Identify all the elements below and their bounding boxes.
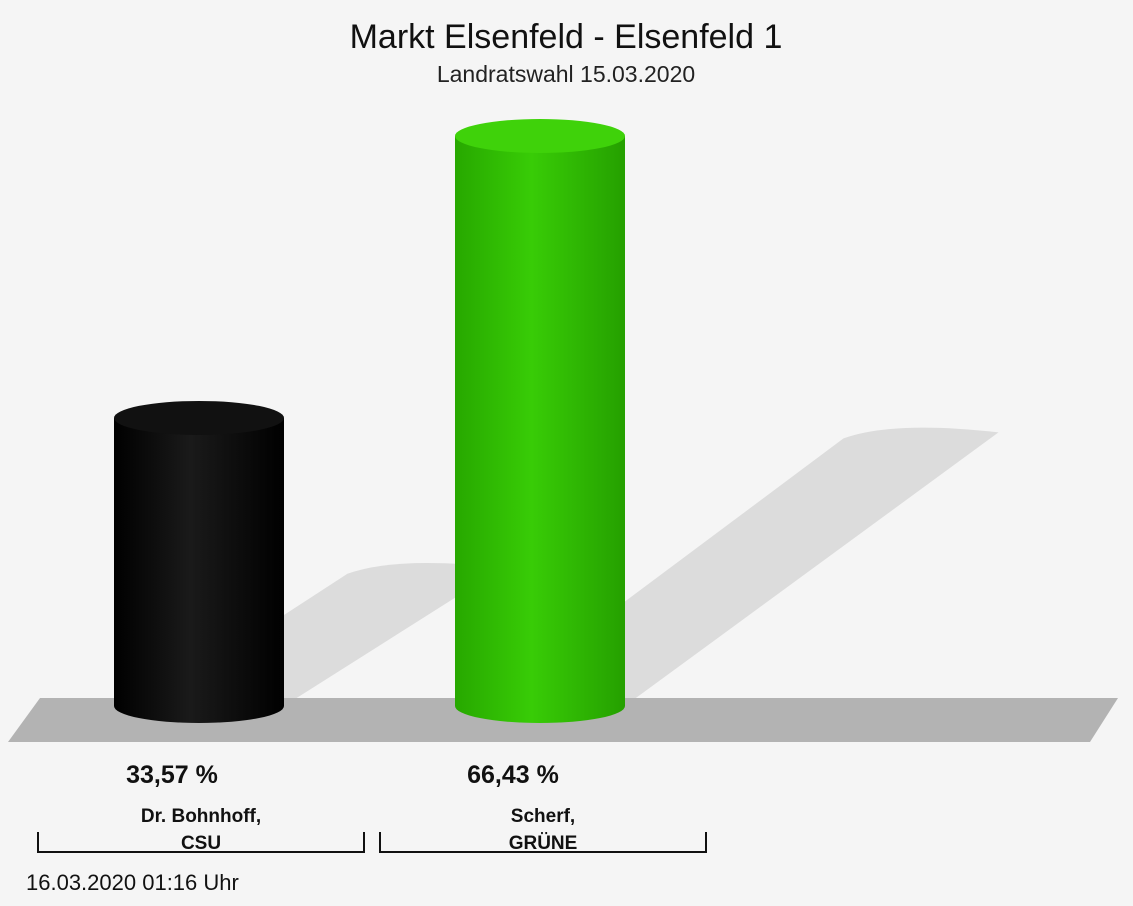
bar-1 xyxy=(455,136,625,723)
category-label-0-line-2: CSU xyxy=(181,833,221,854)
bar-0 xyxy=(114,417,284,723)
category-bracket-0 xyxy=(37,832,365,853)
category-bracket-1 xyxy=(379,832,707,853)
value-label-1: 66,43 % xyxy=(467,761,559,789)
value-label-0: 33,57 % xyxy=(126,761,218,789)
category-label-0-line-1: Dr. Bohnhoff, xyxy=(141,806,261,827)
category-label-1-line-1: Scherf, xyxy=(511,806,575,827)
bar-top-0 xyxy=(114,400,284,435)
timestamp: 16.03.2020 01:16 Uhr xyxy=(26,870,239,895)
chart-subtitle: Landratswahl 15.03.2020 xyxy=(437,61,695,87)
chart-title: Markt Elsenfeld - Elsenfeld 1 xyxy=(350,18,783,56)
bar-top-1 xyxy=(455,119,625,153)
category-label-1-line-2: GRÜNE xyxy=(509,833,578,854)
bars-group xyxy=(114,119,625,723)
